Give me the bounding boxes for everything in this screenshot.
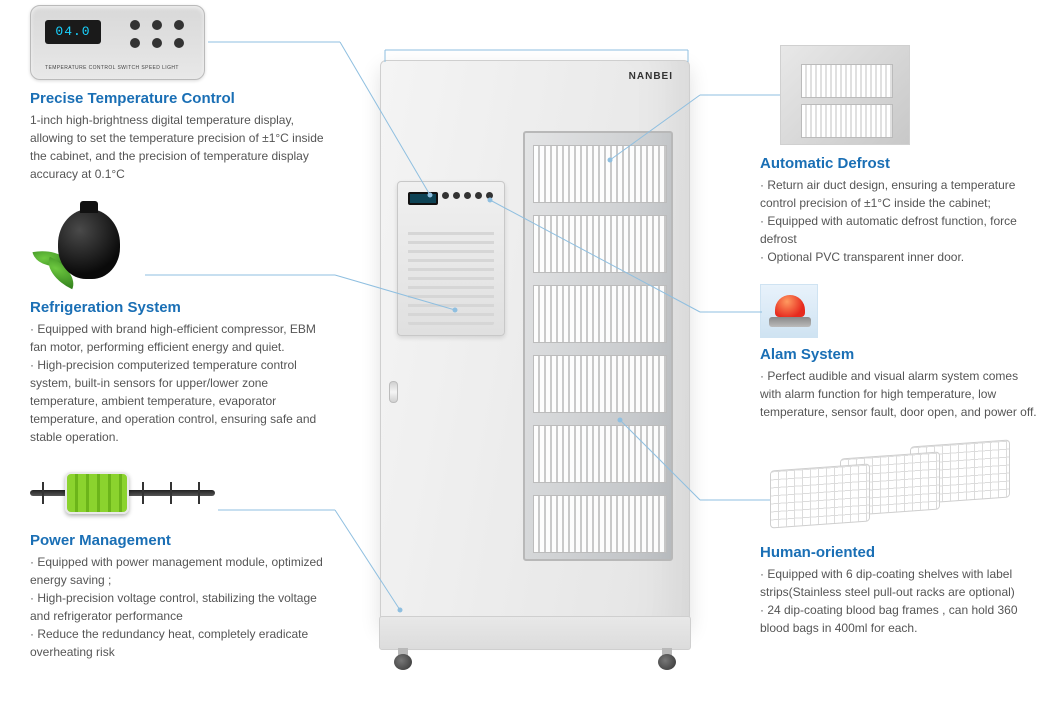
feature-refrigeration: Refrigeration System · Equipped with bra… (30, 201, 330, 446)
door-control-panel (397, 181, 505, 336)
brand-label: NANBEI (629, 71, 673, 82)
power-slider-icon (30, 464, 215, 524)
product-refrigerator: NANBEI (355, 60, 715, 670)
baskets-icon (770, 439, 1000, 534)
lcd-display: 04.0 (45, 20, 101, 44)
defrost-interior-icon (780, 45, 910, 145)
feature-desc: · Return air duct design, ensuring a tem… (760, 176, 1040, 266)
feature-precise-temp: 04.0 TEMPERATURE CONTROL SWITCH SPEED LI… (30, 5, 330, 183)
feature-desc: 1-inch high-brightness digital temperatu… (30, 111, 330, 183)
feature-desc: · Equipped with power management module,… (30, 553, 330, 661)
caster-wheel-icon (391, 648, 415, 670)
feature-desc: · Equipped with 6 dip-coating shelves wi… (760, 565, 1040, 637)
glass-door (523, 131, 673, 561)
left-feature-column: 04.0 TEMPERATURE CONTROL SWITCH SPEED LI… (30, 5, 330, 679)
caster-wheel-icon (655, 648, 679, 670)
feature-defrost: Automatic Defrost · Return air duct desi… (760, 45, 1040, 266)
feature-alarm: Alam System · Perfect audible and visual… (760, 284, 1040, 421)
panel-sublabels: TEMPERATURE CONTROL SWITCH SPEED LIGHT (45, 65, 179, 71)
feature-title: Alam System (760, 346, 1040, 363)
control-panel-icon: 04.0 TEMPERATURE CONTROL SWITCH SPEED LI… (30, 5, 205, 80)
compressor-icon (30, 201, 135, 291)
feature-title: Human-oriented (760, 544, 1040, 561)
feature-title: Power Management (30, 532, 330, 549)
feature-title: Refrigeration System (30, 299, 330, 316)
right-feature-column: Automatic Defrost · Return air duct desi… (760, 45, 1040, 655)
feature-title: Automatic Defrost (760, 155, 1040, 172)
feature-human: Human-oriented · Equipped with 6 dip-coa… (760, 439, 1040, 637)
feature-title: Precise Temperature Control (30, 90, 330, 107)
feature-desc: · Equipped with brand high-efficient com… (30, 320, 330, 446)
door-hinge-icon (389, 381, 398, 403)
alarm-icon (760, 284, 818, 338)
feature-desc: · Perfect audible and visual alarm syste… (760, 367, 1040, 421)
feature-power: Power Management · Equipped with power m… (30, 464, 330, 661)
